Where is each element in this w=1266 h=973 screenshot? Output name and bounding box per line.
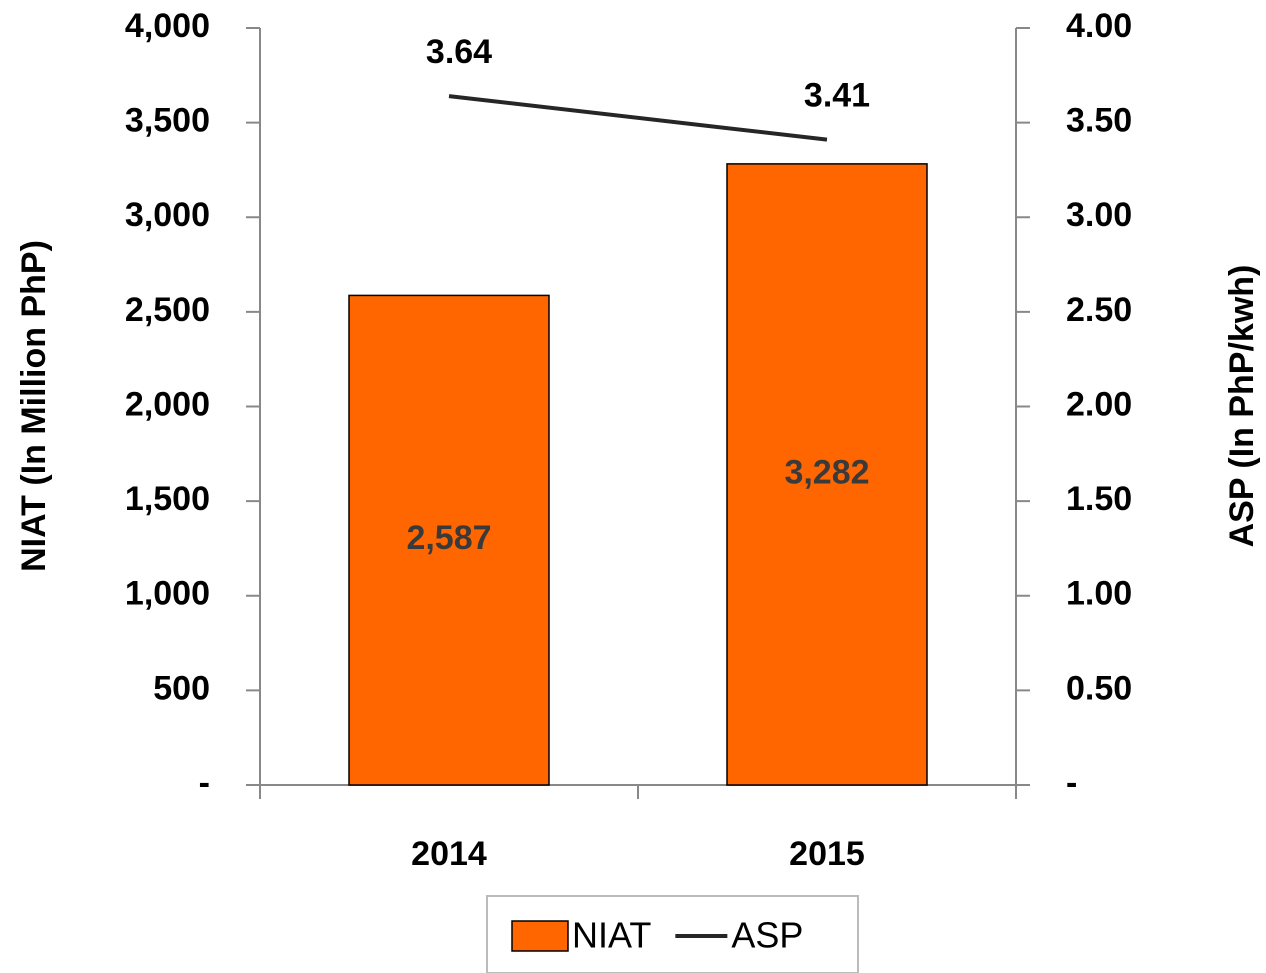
y2-axis-label: ASP (In PhP/kwh) <box>1223 265 1261 548</box>
line <box>448 94 828 142</box>
y-axis-label: NIAT (In Million PhP) <box>15 240 53 572</box>
yticks-label: 500 <box>153 669 210 707</box>
y2ticks-label: 0.50 <box>1066 669 1132 707</box>
bar <box>348 294 550 786</box>
legend-swatch <box>511 920 569 952</box>
x-tick-label: 2014 <box>411 835 487 873</box>
y2ticks-label: 1.00 <box>1066 575 1132 613</box>
bar-value-label: 3,282 <box>784 453 869 491</box>
legend-label: ASP <box>731 915 803 956</box>
y2ticks-label: 2.50 <box>1066 291 1132 329</box>
bar-value-label: 2,587 <box>406 519 491 557</box>
yticks-label: - <box>199 764 210 802</box>
yticks-label: 4,000 <box>125 7 210 45</box>
yticks-label: 3,500 <box>125 102 210 140</box>
yticks-label: 1,000 <box>125 575 210 613</box>
y2ticks-label: 3.50 <box>1066 102 1132 140</box>
bar <box>726 163 928 786</box>
y2ticks-label: 4.00 <box>1066 7 1132 45</box>
x-tick-label: 2015 <box>789 835 865 873</box>
line-value-label: 3.64 <box>426 33 492 71</box>
y2ticks-label: - <box>1066 764 1077 802</box>
line-value-label: 3.41 <box>804 77 870 115</box>
y2ticks-label: 2.00 <box>1066 385 1132 423</box>
yticks-label: 3,000 <box>125 196 210 234</box>
yticks-label: 2,500 <box>125 291 210 329</box>
yticks-label: 2,000 <box>125 385 210 423</box>
legend-label: NIAT <box>572 915 651 956</box>
y2ticks-label: 3.00 <box>1066 196 1132 234</box>
yticks-label: 1,500 <box>125 480 210 518</box>
y2ticks-label: 1.50 <box>1066 480 1132 518</box>
